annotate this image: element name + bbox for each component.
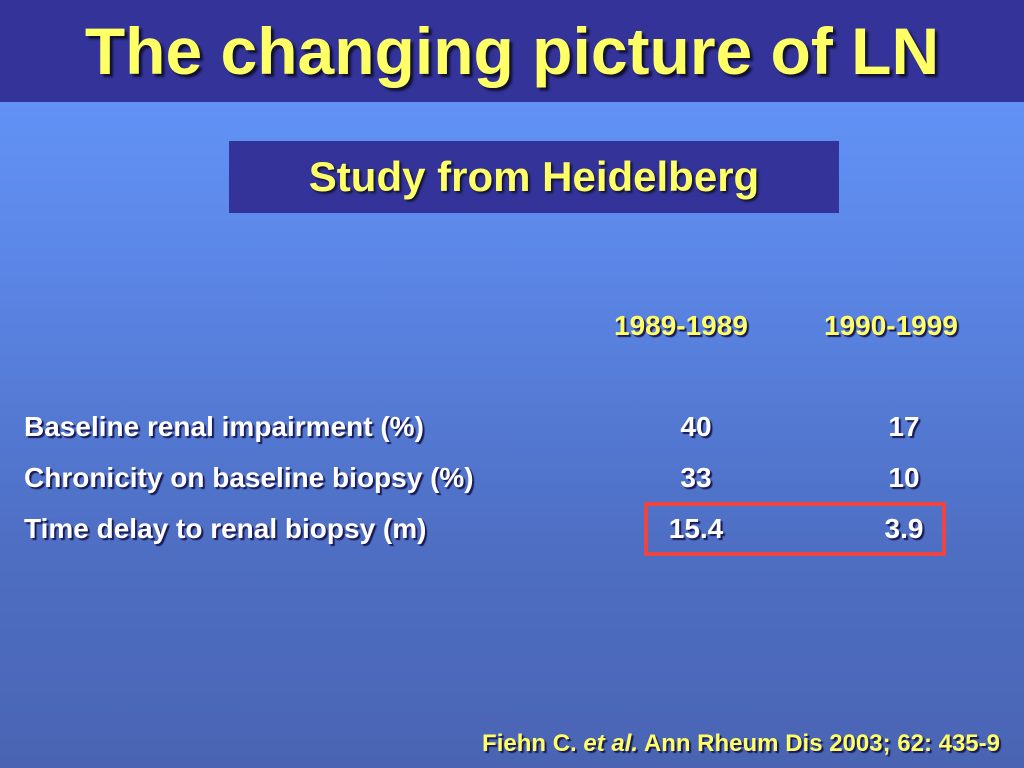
subtitle-box: Study from Heidelberg xyxy=(229,141,839,213)
cell-time-delay-1989: 15.4 xyxy=(668,513,724,544)
citation: Fiehn C. et al. Ann Rheum Dis 2003; 62: … xyxy=(482,730,1000,758)
slide-title: The changing picture of LN xyxy=(84,14,940,88)
highlight-box xyxy=(644,502,946,556)
cell-chronicity-1989: 33 xyxy=(680,462,712,493)
citation-author: Fiehn C. xyxy=(482,730,577,757)
cell-time-delay-1990: 3.9 xyxy=(884,513,924,544)
citation-etal: et al. xyxy=(583,730,639,757)
cell-baseline-renal-impairment-1990: 17 xyxy=(888,411,920,442)
row-label-baseline-renal-impairment: Baseline renal impairment (%) xyxy=(24,411,424,442)
cell-baseline-renal-impairment-1989: 40 xyxy=(680,411,712,442)
cell-chronicity-1990: 10 xyxy=(888,462,920,493)
row-label-chronicity-on-biopsy: Chronicity on baseline biopsy (%) xyxy=(24,462,474,493)
column-header-2: 1990-1999 xyxy=(824,310,958,341)
slide-subtitle: Study from Heidelberg xyxy=(308,153,760,200)
column-header-1: 1989-1989 xyxy=(614,310,748,341)
row-label-time-delay-to-biopsy: Time delay to renal biopsy (m) xyxy=(24,513,427,544)
title-bar xyxy=(0,0,1024,102)
citation-source: Ann Rheum Dis 2003; 62: 435-9 xyxy=(643,730,1000,757)
